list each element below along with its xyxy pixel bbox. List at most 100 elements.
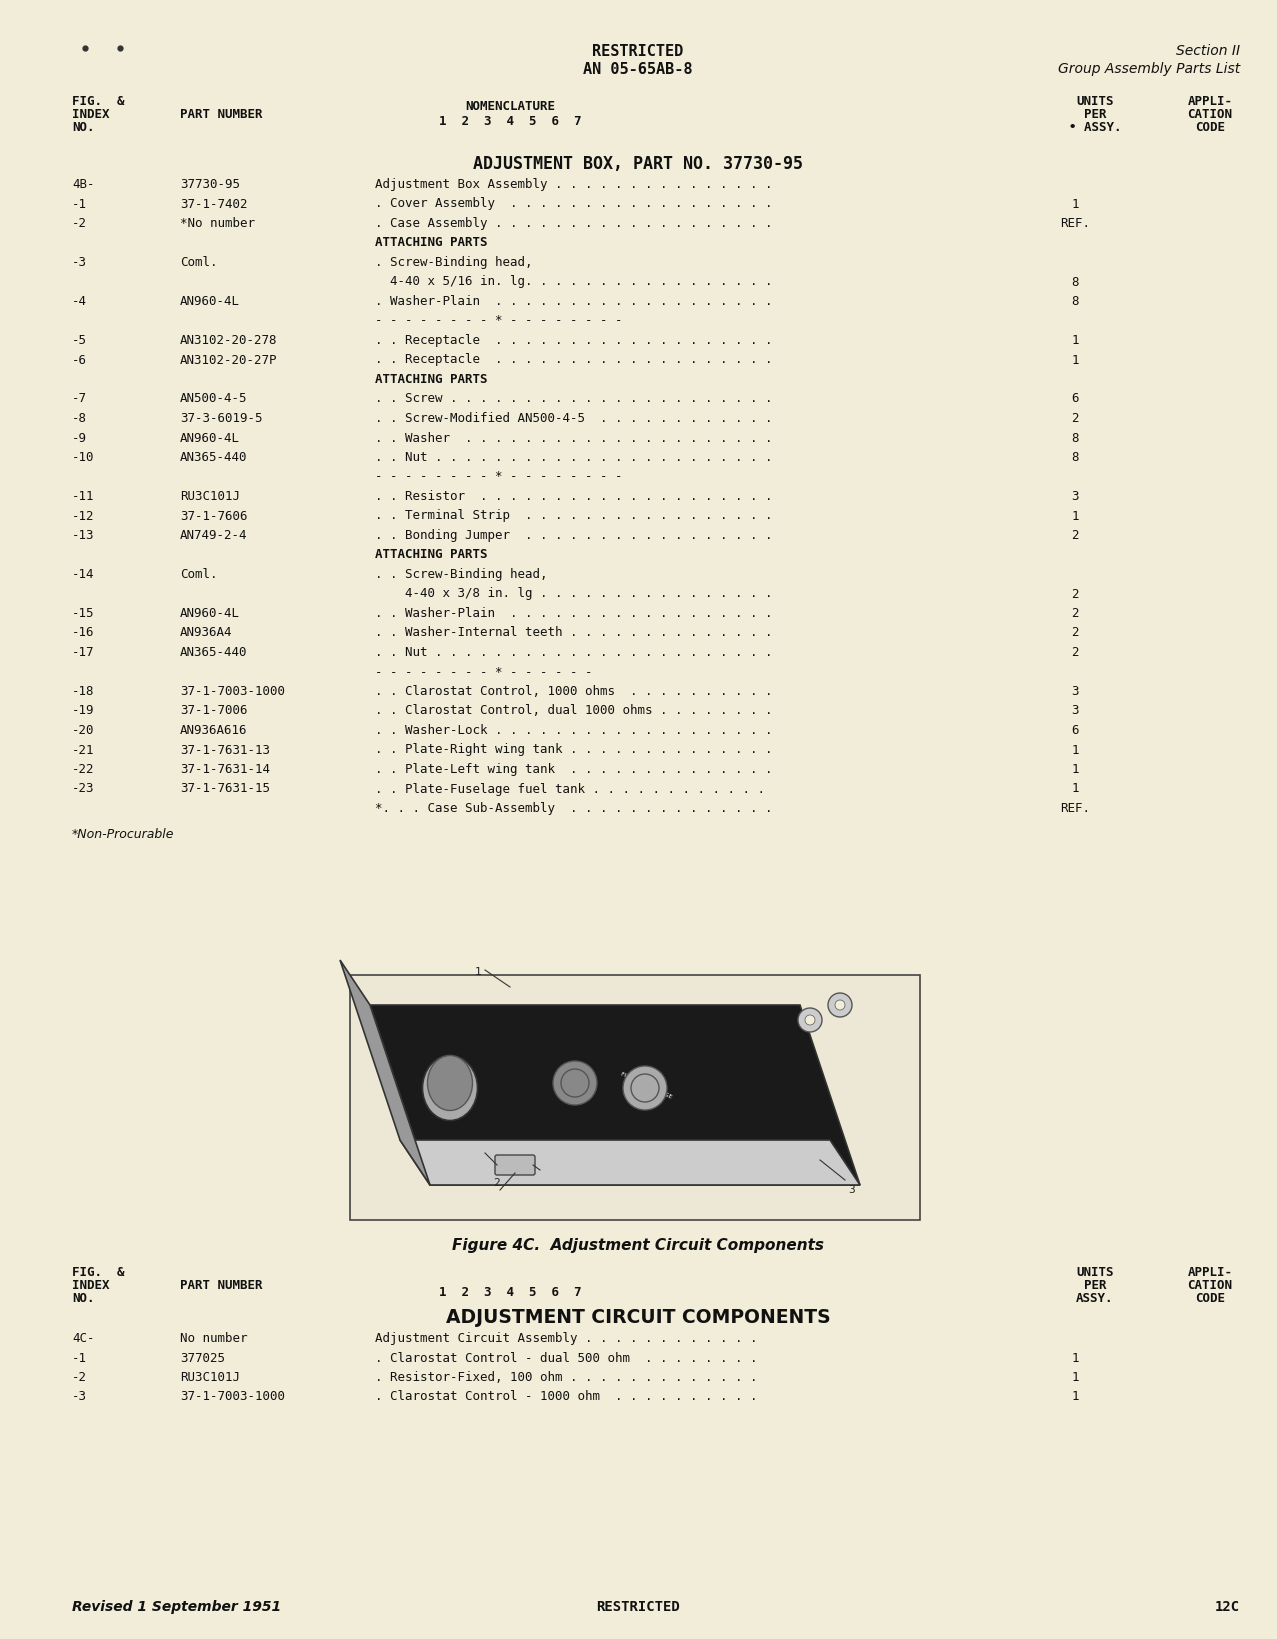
- Text: CODE: CODE: [1195, 1292, 1225, 1305]
- Text: 8: 8: [1071, 451, 1079, 464]
- Text: ATTACHING PARTS: ATTACHING PARTS: [375, 236, 488, 249]
- Text: 2: 2: [1071, 411, 1079, 425]
- Text: REF.: REF.: [1060, 801, 1091, 815]
- Text: 1: 1: [1071, 334, 1079, 347]
- Polygon shape: [400, 1141, 859, 1185]
- Text: . . Nut . . . . . . . . . . . . . . . . . . . . . . .: . . Nut . . . . . . . . . . . . . . . . …: [375, 451, 773, 464]
- Text: 4C-: 4C-: [72, 1333, 94, 1346]
- Text: -8: -8: [72, 411, 87, 425]
- Text: AN960-4L: AN960-4L: [180, 606, 240, 620]
- Text: 3: 3: [1071, 685, 1079, 698]
- Text: NO.: NO.: [72, 121, 94, 134]
- Text: INDEX: INDEX: [72, 1278, 110, 1292]
- Text: FIG.  &: FIG. &: [72, 95, 124, 108]
- Text: AN749-2-4: AN749-2-4: [180, 529, 248, 543]
- Text: 37730-95: 37730-95: [180, 179, 240, 192]
- Text: ADJUSTMENT BOX, PART NO. 37730-95: ADJUSTMENT BOX, PART NO. 37730-95: [472, 156, 803, 174]
- Text: PER: PER: [1084, 108, 1106, 121]
- Text: RESTRICTED: RESTRICTED: [593, 44, 683, 59]
- Text: 1: 1: [1071, 764, 1079, 775]
- Text: . . Terminal Strip  . . . . . . . . . . . . . . . . .: . . Terminal Strip . . . . . . . . . . .…: [375, 510, 773, 523]
- Text: 3: 3: [1071, 705, 1079, 718]
- Text: . . Resistor  . . . . . . . . . . . . . . . . . . . .: . . Resistor . . . . . . . . . . . . . .…: [375, 490, 773, 503]
- Text: 1: 1: [1071, 1352, 1079, 1365]
- Text: Figure 4C.  Adjustment Circuit Components: Figure 4C. Adjustment Circuit Components: [452, 1237, 824, 1252]
- Text: FIG.  &: FIG. &: [72, 1265, 124, 1278]
- Polygon shape: [340, 960, 430, 1185]
- Text: Section II: Section II: [1176, 44, 1240, 57]
- Polygon shape: [370, 1005, 859, 1185]
- Text: . . Plate-Fuselage fuel tank . . . . . . . . . . . .: . . Plate-Fuselage fuel tank . . . . . .…: [375, 782, 765, 795]
- Text: -20: -20: [72, 724, 94, 738]
- Text: . Cover Assembly  . . . . . . . . . . . . . . . . . .: . Cover Assembly . . . . . . . . . . . .…: [375, 198, 773, 210]
- Text: ASSY.: ASSY.: [1077, 1292, 1114, 1305]
- Text: • ASSY.: • ASSY.: [1069, 121, 1121, 134]
- Text: Coml.: Coml.: [180, 256, 217, 269]
- Text: 377025: 377025: [180, 1352, 225, 1365]
- Text: AN960-4L: AN960-4L: [180, 431, 240, 444]
- Text: - - - - - - - - * - - - - - - - -: - - - - - - - - * - - - - - - - -: [375, 470, 622, 484]
- Text: AN3102-20-27P: AN3102-20-27P: [180, 354, 277, 367]
- Text: 3: 3: [849, 1185, 856, 1195]
- Text: REF.: REF.: [1060, 216, 1091, 229]
- Text: No number: No number: [180, 1333, 248, 1346]
- Text: . . Receptacle  . . . . . . . . . . . . . . . . . . .: . . Receptacle . . . . . . . . . . . . .…: [375, 354, 773, 367]
- Text: -15: -15: [72, 606, 94, 620]
- Text: -9: -9: [72, 431, 87, 444]
- Text: AN3102-20-278: AN3102-20-278: [180, 334, 277, 347]
- Text: -2: -2: [72, 216, 87, 229]
- Text: 37-1-7006: 37-1-7006: [180, 705, 248, 718]
- Text: *Non-Procurable: *Non-Procurable: [72, 828, 175, 841]
- Text: -14: -14: [72, 569, 94, 580]
- Text: -22: -22: [72, 764, 94, 775]
- Text: 12C: 12C: [1214, 1600, 1240, 1614]
- Text: UNITS: UNITS: [1077, 1265, 1114, 1278]
- Text: . Resistor-Fixed, 100 ohm . . . . . . . . . . . . .: . Resistor-Fixed, 100 ohm . . . . . . . …: [375, 1370, 757, 1383]
- Text: . . Washer-Plain  . . . . . . . . . . . . . . . . . .: . . Washer-Plain . . . . . . . . . . . .…: [375, 606, 773, 620]
- Circle shape: [631, 1074, 659, 1101]
- FancyBboxPatch shape: [495, 1155, 535, 1175]
- Text: -18: -18: [72, 685, 94, 698]
- Text: -13: -13: [72, 529, 94, 543]
- Text: AN365-440: AN365-440: [180, 451, 248, 464]
- Text: 37-1-7631-13: 37-1-7631-13: [180, 744, 269, 757]
- Text: RU3C101J: RU3C101J: [180, 490, 240, 503]
- Text: . . Plate-Right wing tank . . . . . . . . . . . . . .: . . Plate-Right wing tank . . . . . . . …: [375, 744, 773, 757]
- Text: . Clarostat Control - 1000 ohm  . . . . . . . . . .: . Clarostat Control - 1000 ohm . . . . .…: [375, 1390, 757, 1403]
- Text: PART NUMBER: PART NUMBER: [180, 108, 263, 121]
- Text: *No number: *No number: [180, 216, 255, 229]
- Text: PART NUMBER: PART NUMBER: [180, 1278, 263, 1292]
- Text: 6: 6: [1071, 724, 1079, 738]
- Text: 2: 2: [1071, 626, 1079, 639]
- Text: UNITS: UNITS: [1077, 95, 1114, 108]
- Text: 1: 1: [1071, 744, 1079, 757]
- Text: PER: PER: [1084, 1278, 1106, 1292]
- Text: . . Screw-Modified AN500-4-5  . . . . . . . . . . . .: . . Screw-Modified AN500-4-5 . . . . . .…: [375, 411, 773, 425]
- Text: -5: -5: [72, 334, 87, 347]
- Text: 37-1-7631-15: 37-1-7631-15: [180, 782, 269, 795]
- Text: 1: 1: [1071, 1370, 1079, 1383]
- Text: RESTRICTED: RESTRICTED: [596, 1600, 679, 1614]
- Text: INDEX: INDEX: [72, 108, 110, 121]
- Text: 1  2  3  4  5  6  7: 1 2 3 4 5 6 7: [439, 1287, 581, 1300]
- Text: 37-1-7606: 37-1-7606: [180, 510, 248, 523]
- Text: 1: 1: [1071, 510, 1079, 523]
- Text: 37-1-7631-14: 37-1-7631-14: [180, 764, 269, 775]
- Text: 8: 8: [1071, 431, 1079, 444]
- Text: -19: -19: [72, 705, 94, 718]
- Text: . . Screw-Binding head,: . . Screw-Binding head,: [375, 569, 548, 580]
- Text: Revised 1 September 1951: Revised 1 September 1951: [72, 1600, 281, 1614]
- Text: 2: 2: [1071, 587, 1079, 600]
- Circle shape: [798, 1008, 822, 1033]
- Ellipse shape: [428, 1056, 472, 1111]
- Text: - - - - - - - - * - - - - - - - -: - - - - - - - - * - - - - - - - -: [375, 315, 622, 328]
- Text: . . Screw . . . . . . . . . . . . . . . . . . . . . .: . . Screw . . . . . . . . . . . . . . . …: [375, 392, 773, 405]
- Text: Coml.: Coml.: [180, 569, 217, 580]
- Text: APPLI-: APPLI-: [1188, 1265, 1232, 1278]
- Text: 1: 1: [1071, 1390, 1079, 1403]
- Text: AN 05-65AB-8: AN 05-65AB-8: [584, 62, 692, 77]
- Text: 4-40 x 3/8 in. lg . . . . . . . . . . . . . . . .: 4-40 x 3/8 in. lg . . . . . . . . . . . …: [375, 587, 773, 600]
- Text: 37-1-7003-1000: 37-1-7003-1000: [180, 685, 285, 698]
- Text: -6: -6: [72, 354, 87, 367]
- Text: -12: -12: [72, 510, 94, 523]
